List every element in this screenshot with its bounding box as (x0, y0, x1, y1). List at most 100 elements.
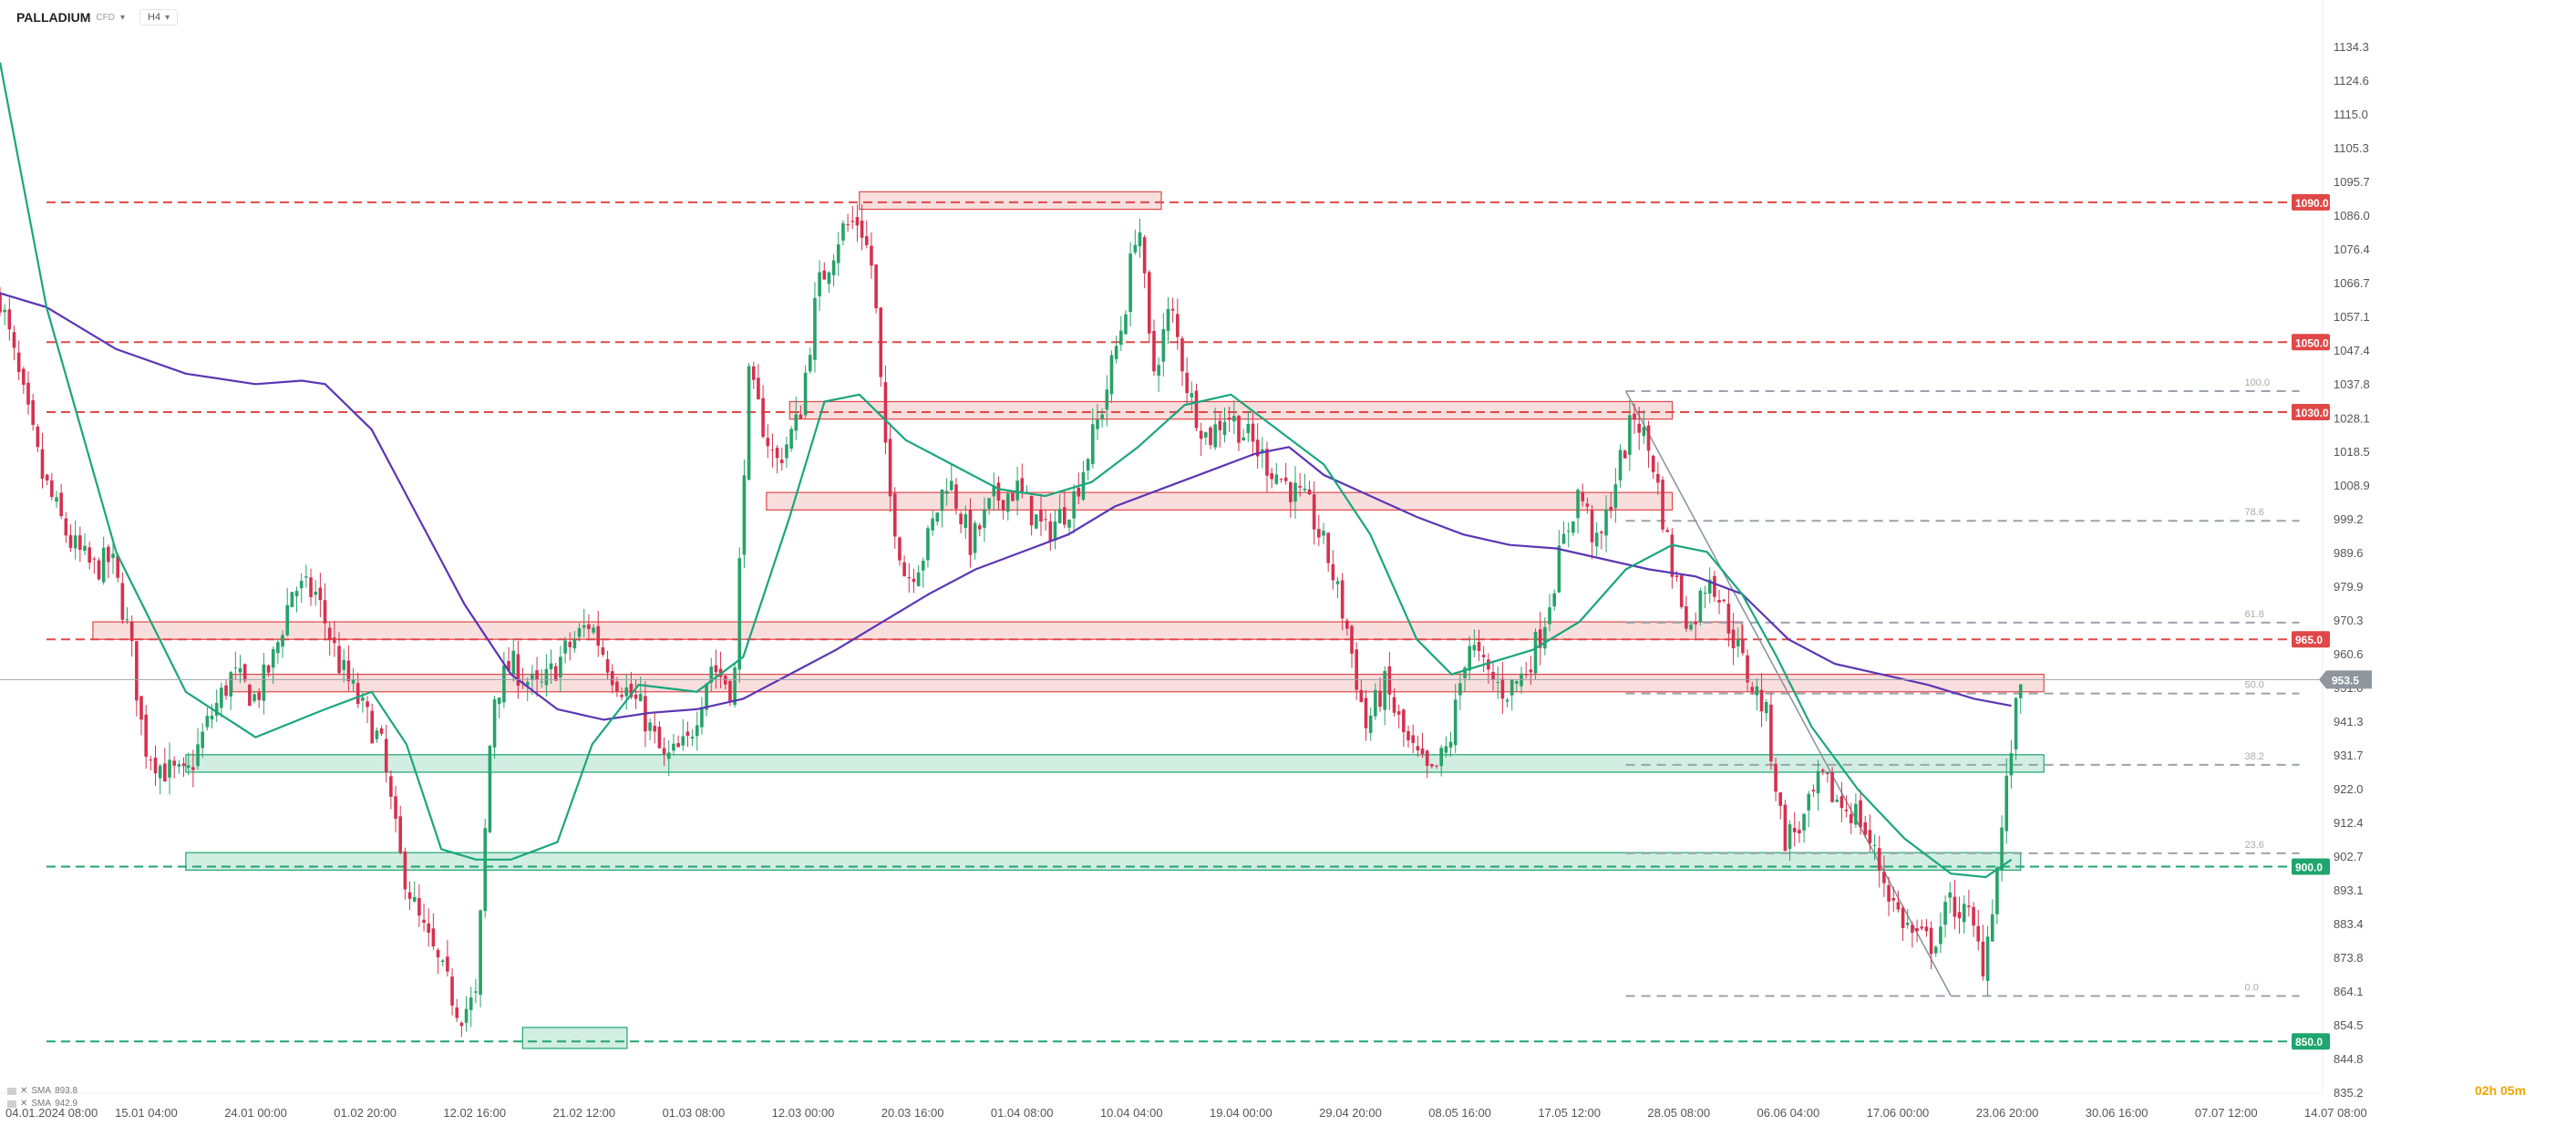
candle-body (1943, 902, 1947, 925)
time-tick-label: 17.06 00:00 (1867, 1106, 1930, 1120)
candle-body (1350, 625, 1354, 655)
symbol-selector[interactable]: PALLADIUM CFD ▾ (9, 8, 132, 26)
candle-body (464, 1008, 469, 1023)
candle-body (1044, 519, 1047, 521)
candle-body (1303, 488, 1307, 491)
candle-body (883, 382, 888, 443)
candle-body (290, 592, 294, 607)
candle-body (540, 681, 544, 683)
candle-body (224, 685, 228, 697)
candle-body (1694, 621, 1698, 625)
candle-body (370, 710, 375, 744)
candle-body (1656, 473, 1660, 483)
price-tick-label: 979.9 (2334, 580, 2364, 594)
candle-body (158, 765, 162, 779)
time-tick-label: 08.05 16:00 (1428, 1106, 1491, 1120)
indicator-value: 893.8 (55, 1086, 78, 1096)
candle-body (492, 698, 497, 748)
candle-body (1091, 424, 1095, 464)
candle-body (1995, 867, 1999, 914)
candle-body (191, 767, 195, 770)
candle-body (1552, 593, 1556, 607)
candle-body (751, 366, 756, 380)
candle-body (1199, 430, 1203, 439)
candle-body (407, 892, 412, 899)
candle-body (355, 683, 360, 705)
candle-body (1496, 682, 1499, 684)
indicator-swatch-icon (7, 1088, 16, 1095)
candle-body (803, 372, 808, 416)
candle-body (266, 665, 271, 673)
close-icon[interactable]: ✕ (20, 1086, 28, 1096)
candle-body (281, 635, 284, 647)
candle-body (1435, 765, 1438, 767)
candle-body (681, 736, 685, 746)
candle-body (511, 650, 516, 675)
candle-body (1915, 928, 1919, 932)
candle-body (968, 510, 973, 555)
candle-body (1491, 671, 1495, 680)
candle-body (16, 352, 21, 372)
candle-body (1057, 509, 1062, 523)
candle-body (1218, 420, 1222, 430)
candle-body (977, 525, 982, 530)
candle-body (1783, 804, 1788, 852)
candle-body (1100, 414, 1104, 418)
candle-body (502, 665, 506, 703)
candle-body (987, 498, 991, 510)
candle-body (1180, 338, 1184, 372)
candle-body (262, 664, 266, 701)
candle-body (111, 553, 115, 558)
level-badge (2292, 1033, 2330, 1050)
candle-body (1750, 687, 1755, 692)
price-tick-label: 854.5 (2334, 1018, 2364, 1032)
candle-body (1317, 529, 1321, 538)
candle-body (531, 673, 534, 680)
candle-body (1439, 748, 1443, 767)
candle-body (1581, 491, 1585, 501)
timeframe-selector[interactable]: H4 ▾ (139, 9, 179, 26)
candle-body (1364, 697, 1368, 728)
candle-body (1265, 449, 1269, 476)
candle-body (1538, 629, 1542, 648)
candle-body (1896, 902, 1901, 910)
candle-body (789, 429, 793, 449)
candle-body (1807, 793, 1811, 811)
candle-body (785, 444, 788, 459)
candle-body (1698, 590, 1703, 623)
candle-body (653, 726, 657, 732)
candle-body (309, 577, 313, 597)
candle-body (163, 763, 167, 781)
candle-body (1849, 813, 1853, 823)
price-tick-label: 999.2 (2334, 512, 2364, 526)
level-badge (2292, 403, 2330, 420)
candle-body (1548, 607, 1551, 625)
candle-body (120, 583, 125, 620)
candle-body (2004, 775, 2009, 832)
close-icon[interactable]: ✕ (20, 1099, 28, 1109)
time-tick-label: 19.04 00:00 (1210, 1106, 1273, 1120)
candle-body (2000, 827, 2004, 871)
candle-body (808, 355, 812, 372)
symbol-name: PALLADIUM (16, 10, 91, 25)
candle-body (64, 518, 68, 536)
candle-body (1133, 244, 1138, 253)
candle-body (168, 759, 171, 778)
candle-body (455, 1007, 459, 1018)
candle-body (186, 765, 191, 769)
resistance-zone (766, 491, 1674, 511)
candle-body (1298, 486, 1302, 488)
candle-body (2014, 697, 2018, 750)
candle-body (1453, 699, 1458, 746)
candle-body (831, 260, 836, 275)
sma-slow-line (0, 292, 2012, 721)
indicator-sma-fast[interactable]: ✕ SMA 893.8 (7, 1085, 77, 1098)
candle-body (1152, 330, 1156, 372)
candle-body (507, 661, 510, 672)
candle-body (1769, 704, 1773, 762)
candle-body (1868, 830, 1872, 843)
candle-body (201, 731, 204, 749)
indicator-sma-slow[interactable]: ✕ SMA 942.9 (7, 1098, 77, 1111)
level-badge-label: 965.0 (2295, 634, 2323, 646)
